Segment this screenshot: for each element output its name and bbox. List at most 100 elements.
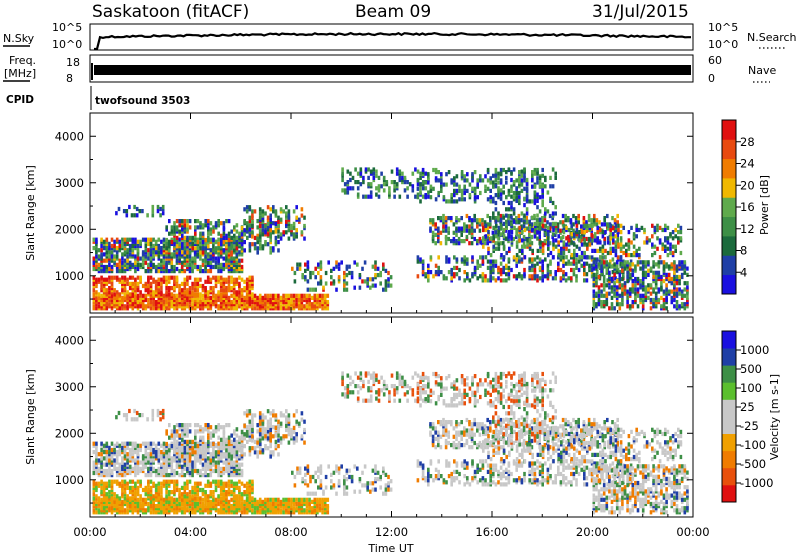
power-cell [108, 246, 111, 250]
power-cell [422, 180, 425, 184]
power-cell [508, 266, 511, 270]
velocity-cell [165, 504, 168, 508]
power-cell [541, 195, 544, 199]
power-cell [654, 226, 657, 230]
power-cell [419, 191, 422, 195]
power-cell [341, 188, 344, 192]
power-cell [288, 306, 291, 310]
power-cell [686, 267, 689, 271]
power-cell [194, 232, 197, 236]
power-cell [557, 262, 560, 266]
velocity-cell [100, 456, 103, 460]
power-cell [524, 255, 527, 259]
power-cell [108, 302, 111, 306]
power-cell [489, 176, 492, 180]
velocity-cell [113, 480, 116, 484]
power-cell [251, 234, 254, 238]
power-cell [414, 195, 417, 199]
power-cell [100, 294, 103, 298]
power-cell [325, 271, 328, 275]
power-cell [500, 188, 503, 192]
power-cell [513, 255, 516, 259]
power-cell [484, 174, 487, 178]
power-cell [199, 265, 202, 269]
velocity-cell [259, 498, 262, 502]
power-cell [632, 273, 635, 277]
y-tick-label: 4000 [55, 129, 84, 143]
power-cell [482, 272, 485, 276]
power-cell [396, 182, 399, 186]
power-cell [476, 224, 479, 228]
power-cell [458, 237, 461, 241]
power-cell [608, 262, 611, 266]
power-cell [132, 248, 135, 252]
power-cell [124, 286, 127, 290]
power-cell [642, 304, 645, 308]
power-cell [186, 227, 189, 231]
power-cell [184, 269, 187, 273]
power-cell [314, 294, 317, 298]
power-cell [113, 288, 116, 292]
power-cell [194, 225, 197, 229]
power-cell [293, 294, 296, 298]
power-cell [374, 284, 377, 288]
power-cell [380, 184, 383, 188]
power-cell [534, 195, 537, 199]
power-cell [269, 218, 272, 222]
power-cell [588, 214, 591, 218]
power-cell [593, 290, 596, 294]
power-cell [186, 276, 189, 280]
power-cell [352, 176, 355, 180]
power-cell [134, 269, 137, 273]
power-cell [264, 211, 267, 215]
power-cell [468, 216, 471, 220]
power-cell [476, 239, 479, 243]
power-cell [680, 251, 683, 255]
power-cell [443, 183, 446, 187]
velocity-cell [121, 500, 124, 504]
velocity-cell [142, 442, 145, 446]
power-cell [335, 260, 338, 264]
power-cell [184, 236, 187, 240]
power-cell [521, 174, 524, 178]
power-cell [510, 234, 513, 238]
power-cell [594, 232, 597, 236]
power-cell [277, 234, 280, 238]
velocity-cell [251, 508, 254, 512]
power-cell [440, 270, 443, 274]
power-cell [673, 292, 676, 296]
power-cell [598, 220, 601, 224]
power-cell [303, 294, 306, 298]
power-cell [660, 260, 663, 264]
velocity-cell [111, 448, 114, 452]
power-cell [502, 190, 505, 194]
velocity-cell [189, 494, 192, 498]
power-cell [243, 280, 246, 284]
power-cell [199, 221, 202, 225]
power-cell [586, 278, 589, 282]
velocity-cell [228, 500, 231, 504]
power-cell [479, 274, 482, 278]
power-cell [489, 266, 492, 270]
power-cell [236, 223, 239, 227]
power-cell [676, 304, 679, 308]
power-cell [210, 278, 213, 282]
power-cell [199, 257, 202, 261]
power-cell [155, 284, 158, 288]
power-cell [508, 257, 511, 261]
velocity-cell [212, 494, 215, 498]
power-cell [259, 228, 262, 232]
power-cell [544, 218, 547, 222]
power-cell [116, 276, 119, 280]
power-cell [116, 238, 119, 242]
power-cell [264, 224, 267, 228]
power-cell [378, 176, 381, 180]
velocity-cell [121, 456, 124, 460]
velocity-cell [262, 500, 265, 504]
power-cell [634, 287, 637, 291]
power-cell [157, 205, 160, 209]
power-cell [321, 300, 324, 304]
power-cell [119, 265, 122, 269]
velocity-cell [121, 461, 124, 465]
velocity-cell [132, 452, 135, 456]
